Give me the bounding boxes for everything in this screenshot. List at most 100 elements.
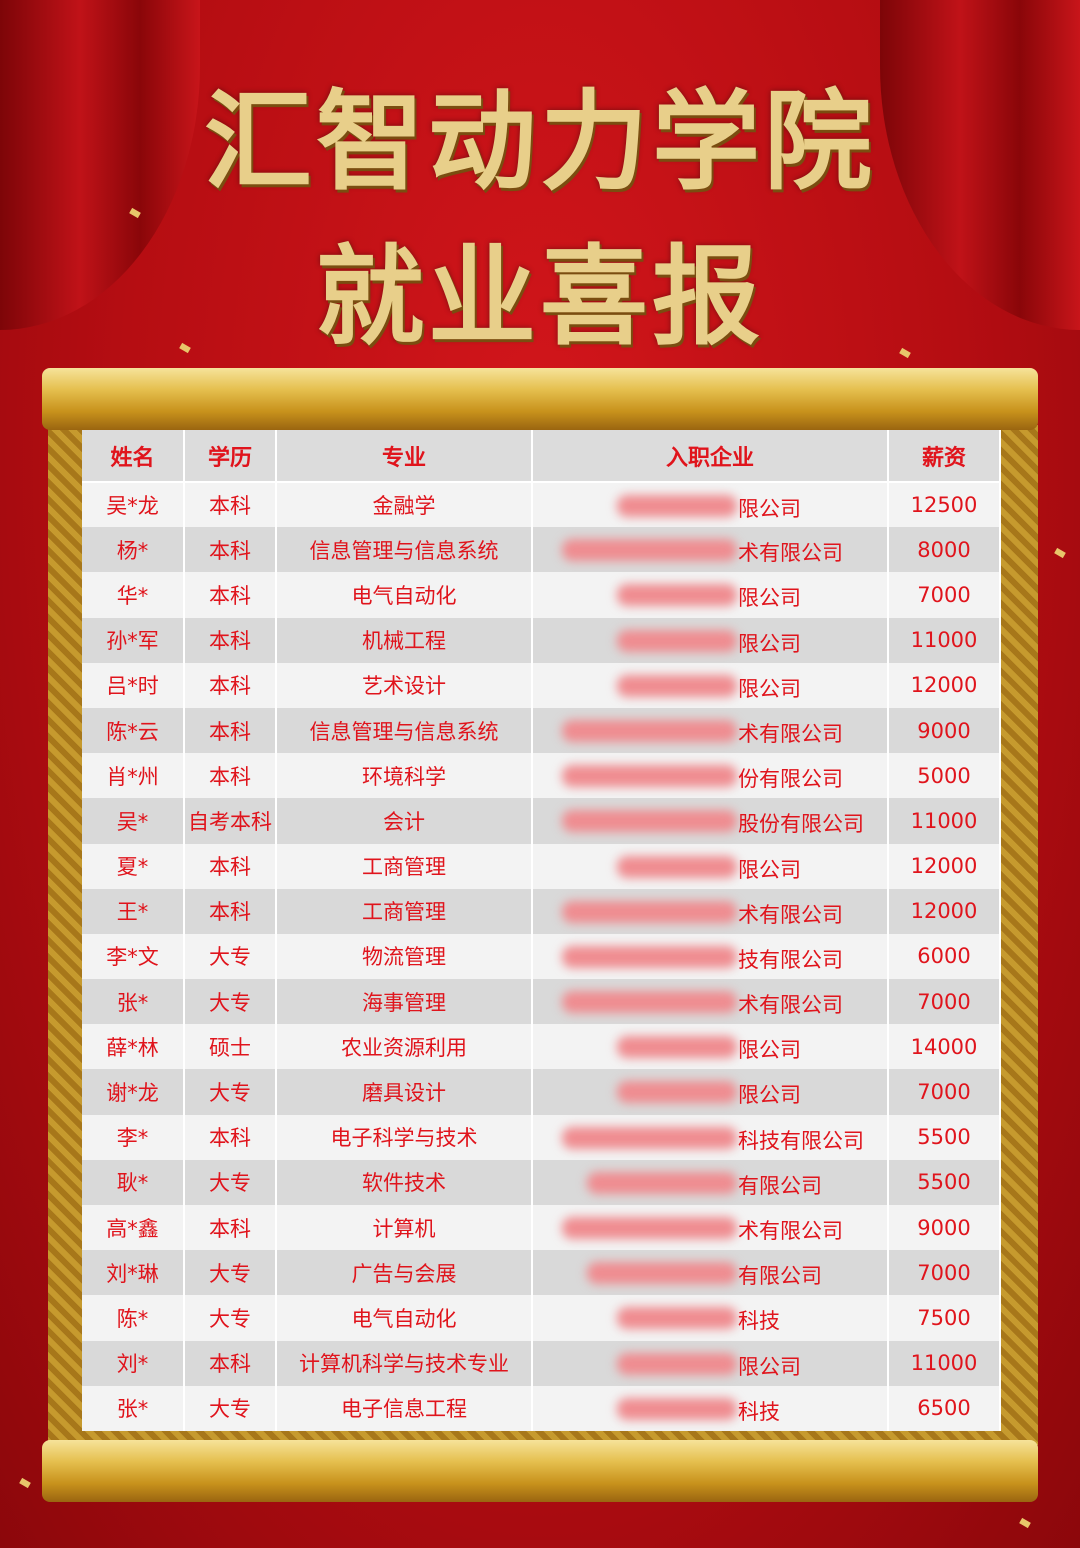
cell-name: 耿* — [82, 1159, 185, 1205]
table-row: 吕*时 本科 艺术设计 限公司 12000 — [82, 662, 1001, 708]
table-row: 孙*军 本科 机械工程 限公司 11000 — [82, 617, 1001, 663]
redacted-blur — [587, 1262, 737, 1285]
redacted-blur — [617, 495, 737, 517]
cell-name: 刘* — [82, 1340, 185, 1386]
scroll-rod-top — [42, 368, 1038, 430]
redacted-blur — [617, 674, 737, 697]
company-suffix: 科技有限公司 — [738, 1128, 864, 1153]
redacted-blur — [562, 945, 737, 968]
cell-salary: 11000 — [888, 798, 1001, 844]
cell-salary: 14000 — [888, 1024, 1001, 1070]
cell-name: 王* — [82, 888, 185, 934]
cell-salary: 6500 — [888, 1385, 1001, 1431]
redacted-blur — [617, 1081, 737, 1104]
cell-major: 艺术设计 — [276, 662, 533, 708]
cell-major: 金融学 — [276, 482, 533, 528]
table-row: 华* 本科 电气自动化 限公司 7000 — [82, 572, 1001, 618]
cell-major: 电气自动化 — [276, 572, 533, 618]
cell-name: 薛*林 — [82, 1024, 185, 1070]
company-suffix: 份有限公司 — [738, 767, 843, 792]
cell-education: 本科 — [184, 1340, 277, 1386]
cell-major: 电气自动化 — [276, 1295, 533, 1341]
cell-major: 海事管理 — [276, 979, 533, 1025]
cell-name: 张* — [82, 1385, 185, 1431]
title-employment-news: 就业喜报 — [315, 235, 764, 360]
cell-name: 吴*龙 — [82, 482, 185, 528]
cell-name: 李* — [82, 1114, 185, 1160]
cell-major: 磨具设计 — [276, 1069, 533, 1115]
cell-education: 本科 — [184, 662, 277, 708]
cell-company: 技有限公司 — [532, 933, 889, 980]
cell-salary: 7000 — [888, 979, 1001, 1025]
cell-major: 软件技术 — [276, 1159, 533, 1205]
cell-company: 限公司 — [532, 572, 889, 618]
cell-name: 肖*州 — [82, 753, 185, 799]
employment-table: 姓名 学历 专业 入职企业 薪资 吴*龙 本科 金融学 限公司 12500 杨* 本科 信息管… — [82, 430, 1001, 1431]
cell-education: 本科 — [184, 617, 277, 663]
cell-salary: 6000 — [888, 933, 1001, 980]
company-suffix: 科技 — [738, 1309, 780, 1334]
table-row: 谢*龙 大专 磨具设计 限公司 7000 — [82, 1069, 1001, 1115]
cell-salary: 5000 — [888, 753, 1001, 799]
cell-name: 孙*军 — [82, 617, 185, 663]
redacted-blur — [617, 855, 737, 878]
redacted-blur — [617, 584, 737, 607]
redacted-blur — [562, 991, 737, 1014]
company-suffix: 有限公司 — [738, 1264, 822, 1289]
company-suffix: 限公司 — [738, 497, 801, 521]
cell-major: 工商管理 — [276, 888, 533, 934]
header-company: 入职企业 — [532, 430, 889, 483]
redacted-blur — [562, 1126, 737, 1149]
cell-major: 机械工程 — [276, 617, 533, 663]
cell-education: 本科 — [184, 707, 277, 754]
cell-name: 杨* — [82, 527, 185, 573]
cell-name: 高*鑫 — [82, 1205, 185, 1251]
company-suffix: 限公司 — [738, 676, 801, 701]
cell-salary: 7000 — [888, 572, 1001, 618]
company-suffix: 术有限公司 — [738, 1219, 843, 1243]
redacted-blur — [562, 900, 737, 923]
table-row: 吴*龙 本科 金融学 限公司 12500 — [82, 482, 1001, 528]
cell-education: 本科 — [184, 888, 277, 934]
table-row: 张* 大专 电子信息工程 科技 6500 — [82, 1385, 1001, 1431]
cell-salary: 11000 — [888, 1340, 1001, 1386]
cell-education: 自考本科 — [184, 798, 277, 844]
cell-major: 电子科学与技术 — [276, 1114, 533, 1160]
table-row: 夏* 本科 工商管理 限公司 12000 — [82, 843, 1001, 889]
cell-name: 陈* — [82, 1295, 185, 1341]
cell-name: 夏* — [82, 843, 185, 889]
company-suffix: 限公司 — [738, 857, 801, 882]
cell-salary: 7500 — [888, 1295, 1001, 1341]
cell-company: 有限公司 — [532, 1250, 889, 1296]
cell-major: 农业资源利用 — [276, 1024, 533, 1070]
redacted-blur — [562, 1217, 737, 1239]
cell-salary: 5500 — [888, 1159, 1001, 1205]
cell-education: 硕士 — [184, 1024, 277, 1070]
cell-company: 限公司 — [532, 617, 889, 663]
redacted-blur — [562, 539, 737, 562]
company-suffix: 有限公司 — [738, 1173, 822, 1198]
redacted-blur — [562, 810, 737, 833]
table-row: 杨* 本科 信息管理与信息系统 术有限公司 8000 — [82, 527, 1001, 573]
cell-company: 术有限公司 — [532, 527, 889, 573]
cell-company: 科技 — [532, 1385, 889, 1431]
company-suffix: 技有限公司 — [738, 947, 843, 972]
redacted-blur — [617, 629, 737, 652]
cell-education: 大专 — [184, 1159, 277, 1205]
company-suffix: 术有限公司 — [738, 993, 843, 1018]
cell-major: 物流管理 — [276, 933, 533, 980]
cell-company: 术有限公司 — [532, 707, 889, 754]
cell-education: 大专 — [184, 1385, 277, 1431]
cell-name: 谢*龙 — [82, 1069, 185, 1115]
table-row: 吴* 自考本科 会计 股份有限公司 11000 — [82, 798, 1001, 844]
cell-company: 科技 — [532, 1295, 889, 1341]
cell-major: 信息管理与信息系统 — [276, 707, 533, 754]
cell-salary: 9000 — [888, 1205, 1001, 1251]
table-row: 李*文 大专 物流管理 技有限公司 6000 — [82, 933, 1001, 980]
redacted-blur — [617, 1036, 737, 1059]
cell-education: 大专 — [184, 933, 277, 980]
cell-salary: 7000 — [888, 1069, 1001, 1115]
cell-education: 本科 — [184, 482, 277, 528]
redacted-blur — [587, 1171, 737, 1194]
cell-name: 陈*云 — [82, 707, 185, 754]
